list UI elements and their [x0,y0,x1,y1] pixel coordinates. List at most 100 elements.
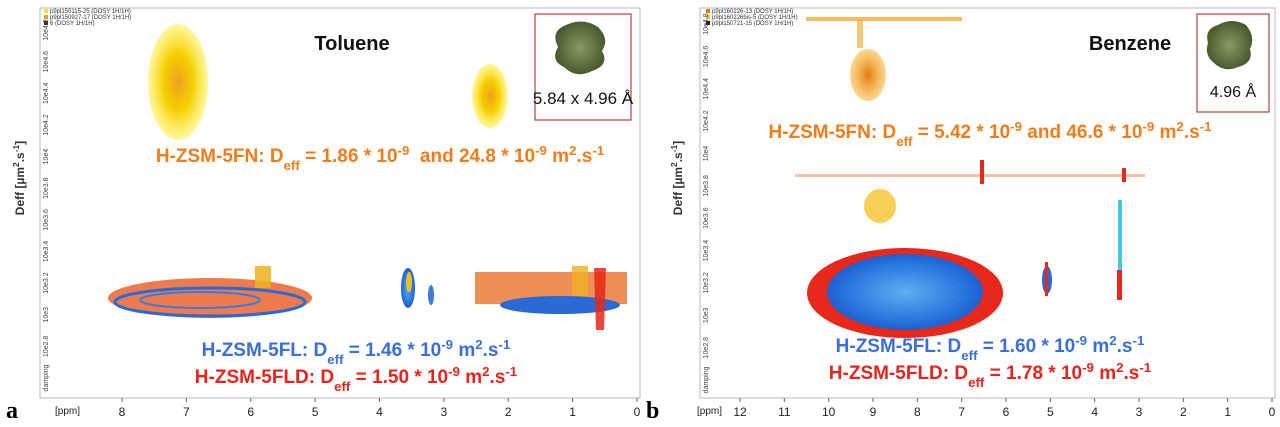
y-tick-label: 10e3 [43,307,50,323]
superscript: 2 [1176,119,1183,134]
legend-swatch [706,21,710,25]
inset-caption: 4.96 Å [1210,82,1257,101]
y-tick-label: damping [703,366,710,393]
x-tick-label: 6 [1003,405,1010,419]
y-tick-label: 10e3.4 [43,241,50,263]
x-tick-label: 3 [1136,405,1143,419]
subscript: eff [334,379,351,394]
annotation: H-ZSM-5FN: Deff = 1.86 * 10-9 and 24.8 *… [156,143,605,173]
y-tick-label: 10e4.4 [43,82,50,104]
x-tick-label: 4 [376,405,383,419]
legend-swatch [44,9,48,13]
annotation: H-ZSM-5FL: Deff = 1.46 * 10-9 m2.s-1 [202,337,511,367]
x-tick-label: 2 [1180,405,1187,419]
x-tick-label: 5 [1047,405,1054,419]
text-run: = 5.42 * 10 [912,122,1010,143]
superscript: 2 [475,337,482,352]
y-tick-label: 10e3.4 [703,240,710,262]
y-tick-label: 10e3 [703,307,710,323]
superscript: -9 [441,337,453,352]
spectrum-contours [795,17,1145,338]
annotation: H-ZSM-5FL: Deff = 1.60 * 10-9 m2.s-1 [836,333,1145,363]
subscript: eff [961,348,978,363]
x-tick-label: 12 [733,405,747,419]
superscript: -9 [1075,333,1087,348]
x-tick-label: 0 [1269,405,1276,419]
annotation: H-ZSM-5FLD: Deff = 1.78 * 10-9 m2.s-1 [829,360,1152,390]
y-tick-label: 10e4.4 [703,78,710,100]
x-tick-label: 0 [634,405,641,419]
x-tick-label: 9 [870,405,877,419]
text-run: m [547,146,569,167]
superscript: -1 [505,364,517,379]
y-tick-label: 10e3.8 [703,175,710,197]
molecule-icon [555,21,606,75]
text-run: ] [671,141,685,145]
spectrum-contours [108,24,627,330]
x-tick-label: 2 [505,405,512,419]
plot-frame [699,7,1276,399]
legend-entry: p9pl150721-15 (DOSY 1H/1H) [712,21,793,27]
text-run: m [460,367,482,388]
text-run: = 1.60 * 10 [978,336,1076,357]
text-run: H-ZSM-5FLD: D [829,363,968,384]
legend-entry: p9pl150927-17 (DOSY 1H/1H) [50,15,131,21]
x-tick-label: 4 [1091,405,1098,419]
y-tick-label: 10e4.2 [43,114,50,136]
text-run: Deff [µm [671,167,685,215]
superscript: -1 [499,337,511,352]
superscript: 2 [1109,333,1116,348]
y-tick-label: 10e4.6 [703,46,710,68]
superscript: 2 [482,364,489,379]
text-run: .s [671,152,685,162]
x-axis-unit: [ppm] [55,406,80,417]
legend-entry: p9pl160226bis-5 (DOSY 1H/1H) [712,15,798,21]
legend-swatch [706,15,710,19]
legend-swatch [44,15,48,19]
y-tick-label: 10e4 [703,146,710,162]
text-run: m [1154,122,1176,143]
text-run: .s [483,340,499,361]
y-tick-label: 10e4.8 [703,13,710,35]
text-run: m [1094,363,1116,384]
superscript: -9 [448,364,460,379]
legend-swatch [44,21,48,25]
text-run: and 46.6 * 10 [1022,122,1142,143]
y-tick-label: 10e4 [43,149,50,165]
panel-title: Toluene [314,33,389,55]
x-tick-label: 5 [312,405,319,419]
superscript: -1 [1200,119,1212,134]
superscript: -1 [11,144,21,152]
plot-frame [39,7,641,399]
text-run: = 1.46 * 10 [344,340,442,361]
superscript: -9 [398,143,410,158]
text-run: .s [576,146,592,167]
x-tick-label: 3 [441,405,448,419]
molecule-icon [1206,21,1253,70]
text-run: H-ZSM-5FLD: D [195,367,334,388]
x-tick-label: 1 [1224,405,1231,419]
superscript: -1 [1139,360,1151,375]
y-tick-label: 10e4.6 [43,51,50,73]
subscript: eff [968,375,985,390]
subscript: eff [284,158,301,173]
x-tick-label: 8 [119,405,126,419]
text-run: = 1.50 * 10 [350,367,448,388]
superscript: 2 [1116,360,1123,375]
text-run: .s [1124,363,1140,384]
y-tick-label: 10e2.8 [703,337,710,359]
y-tick-label: 10e4.2 [703,110,710,132]
y-tick-label: 10e4.8 [43,19,50,41]
text-run: H-ZSM-5FN: D [156,146,284,167]
legend-swatch [706,9,710,13]
text-run: m [1087,336,1109,357]
x-tick-label: 10 [822,405,836,419]
superscript: 2 [669,162,679,167]
text-run: .s [1117,336,1133,357]
superscript: 2 [11,162,21,167]
text-run: = 1.86 * 10 [300,146,398,167]
text-run: ] [13,141,27,145]
y-tick-label: 10e3.2 [43,272,50,294]
x-axis-unit: [ppm] [697,406,722,417]
